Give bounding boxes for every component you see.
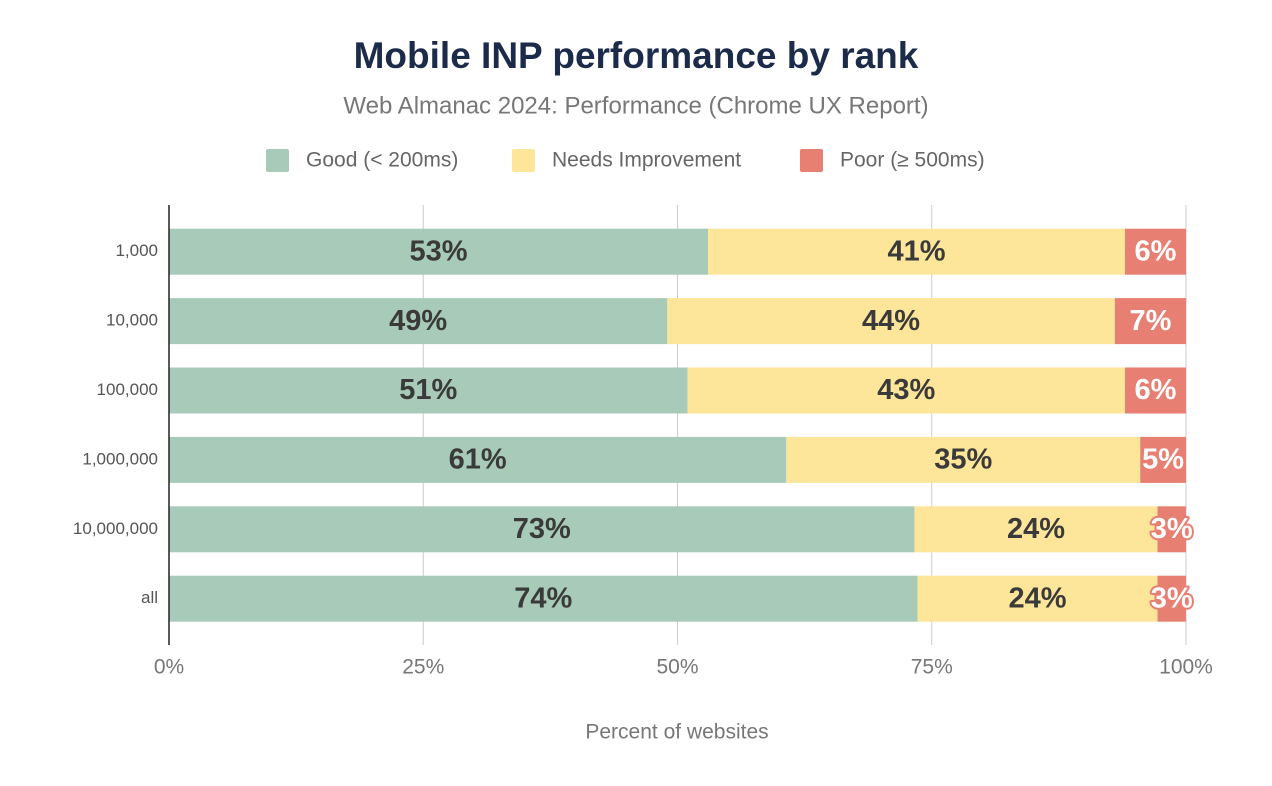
data-label: 49% [389, 305, 447, 337]
bar-segment [169, 367, 688, 414]
data-label: 24% [1008, 582, 1066, 614]
bar-segment [169, 228, 709, 275]
x-tick-label: 75% [911, 656, 953, 679]
data-label: 6% [1135, 235, 1177, 267]
y-tick-label: 100,000 [97, 380, 158, 399]
bar-segment [169, 436, 787, 483]
data-label: 6% [1135, 374, 1177, 406]
data-label: 3% [1151, 582, 1193, 614]
legend-label: Poor (≥ 500ms) [840, 149, 985, 172]
data-label: 73% [513, 513, 571, 545]
bar-segment [169, 506, 915, 553]
data-label: 5% [1142, 444, 1184, 476]
data-label: 44% [862, 305, 920, 337]
bar-segment [917, 575, 1158, 622]
data-label: 7% [1129, 305, 1171, 337]
bar-segment [1124, 367, 1186, 414]
y-tick-label: 1,000 [115, 241, 158, 260]
bar-segment [169, 575, 918, 622]
data-label: 3% [1151, 513, 1193, 545]
bar-segment [914, 506, 1158, 553]
data-label: 35% [934, 444, 992, 476]
data-label: 74% [514, 582, 572, 614]
bar-segment [1157, 575, 1186, 622]
data-label: 43% [877, 374, 935, 406]
legend-label: Needs Improvement [552, 149, 741, 172]
y-tick-label: all [141, 588, 158, 607]
bar-segment [1157, 506, 1186, 553]
y-tick-label: 10,000,000 [73, 519, 158, 538]
x-tick-label: 0% [154, 656, 184, 679]
chart-subtitle: Web Almanac 2024: Performance (Chrome UX… [343, 92, 928, 119]
legend-swatch [266, 149, 289, 172]
data-label: 61% [449, 444, 507, 476]
x-tick-label: 50% [656, 656, 698, 679]
bar-segment [667, 298, 1115, 345]
legend-swatch [800, 149, 823, 172]
bar-segment [1140, 436, 1186, 483]
bar-segment [708, 228, 1125, 275]
data-label: 24% [1007, 513, 1065, 545]
bar-segment [687, 367, 1125, 414]
x-tick-label: 25% [402, 656, 444, 679]
legend-label: Good (< 200ms) [306, 149, 458, 172]
bar-segment [1124, 228, 1186, 275]
legend-swatch [512, 149, 535, 172]
bar-segment [169, 298, 668, 345]
x-tick-label: 100% [1159, 656, 1213, 679]
y-tick-label: 10,000 [106, 311, 158, 330]
x-axis-label: Percent of websites [585, 721, 768, 744]
data-label: 51% [399, 374, 457, 406]
data-label: 53% [409, 235, 467, 267]
bar-segment [786, 436, 1141, 483]
bar-segment [1114, 298, 1186, 345]
chart-title: Mobile INP performance by rank [354, 35, 919, 76]
y-tick-label: 1,000,000 [82, 449, 158, 468]
data-label: 41% [887, 235, 945, 267]
